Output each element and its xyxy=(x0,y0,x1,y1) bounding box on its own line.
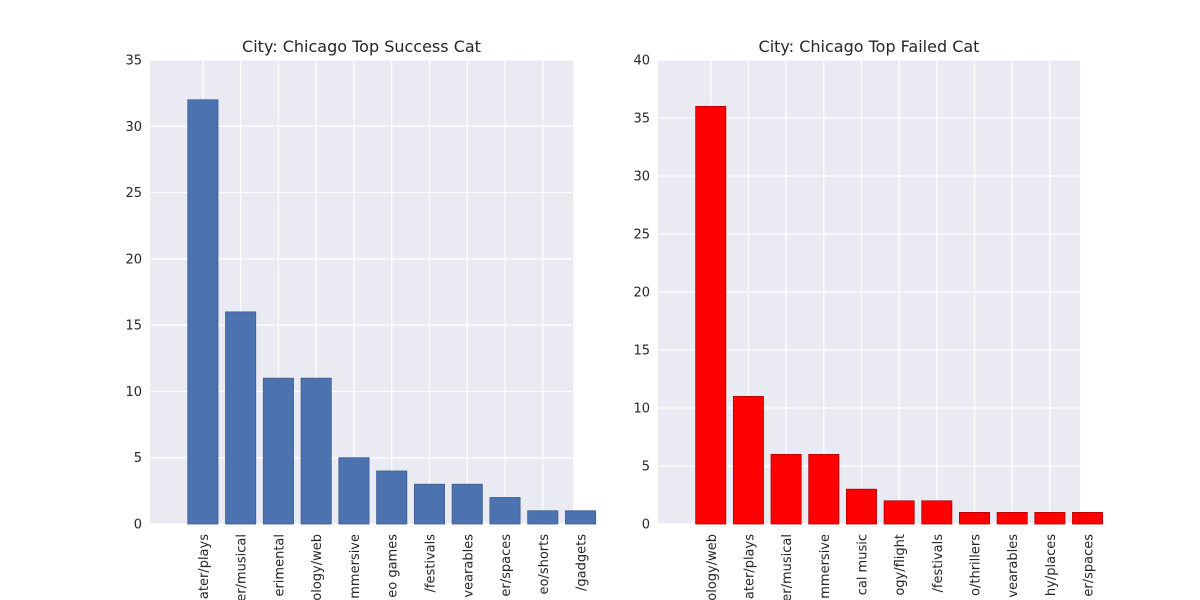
plot-area xyxy=(150,60,573,524)
bar-technology-flight xyxy=(883,500,915,525)
x-tick-label: /festivals xyxy=(931,534,946,593)
y-tick-label: 20 xyxy=(125,252,142,267)
x-tick-label: ology/web xyxy=(310,534,325,600)
y-tick-label: 20 xyxy=(633,286,650,301)
y-tick-label: 0 xyxy=(642,518,650,533)
y-tick-label: 10 xyxy=(633,402,650,417)
x-tick-label: vearables xyxy=(461,534,476,598)
bar-theater-immersive xyxy=(808,453,840,525)
chart-panel-2: 0 5 10 15 20 25 30 35 40 ology/web ater/plays er/mu… xyxy=(633,37,1104,600)
x-tick-label: /festivals xyxy=(423,534,438,593)
bar-games-video-games xyxy=(376,470,408,525)
bar-technology-wearables xyxy=(451,483,483,525)
bar-technology-wearables xyxy=(996,512,1028,525)
x-tick-label: er/musical xyxy=(235,534,250,600)
x-tick-label: ogy/flight xyxy=(893,534,908,596)
x-tick-label: ater/plays xyxy=(742,534,757,599)
chart-title: City: Chicago Top Failed Cat xyxy=(759,37,980,56)
y-tick-label: 10 xyxy=(125,385,142,400)
x-tick-label: er/spaces xyxy=(1082,534,1097,597)
bar-technology-web xyxy=(695,106,727,525)
bar-music-experimental xyxy=(262,377,294,525)
bar-film-video-shorts xyxy=(527,510,559,525)
x-tick-label: /gadgets xyxy=(575,534,590,591)
y-tick-label: 5 xyxy=(642,460,650,475)
x-tick-label: er/spaces xyxy=(499,534,514,597)
y-tick-label: 40 xyxy=(633,54,650,69)
x-tick-label: ater/plays xyxy=(197,534,212,599)
x-tick-label: eo/shorts xyxy=(537,534,552,595)
x-tick-label: eo games xyxy=(386,534,401,598)
y-tick-label: 0 xyxy=(134,518,142,533)
x-tick-label: cal music xyxy=(855,534,870,595)
y-tick-label: 30 xyxy=(633,170,650,185)
bar-film-video-thrillers xyxy=(959,512,990,525)
bar-theater-plays xyxy=(187,99,219,525)
bar-theater-spaces xyxy=(489,497,521,525)
chart-title: City: Chicago Top Success Cat xyxy=(242,37,481,56)
bar-film-video-festivals xyxy=(921,500,953,525)
bar-photography-places xyxy=(1034,512,1066,525)
x-tick-label: erimental xyxy=(272,534,287,597)
y-tick-label: 30 xyxy=(125,120,142,135)
x-tick-label: er/musical xyxy=(780,534,795,600)
x-tick-label: mmersive xyxy=(818,534,833,599)
x-tick-label: mmersive xyxy=(348,534,363,599)
y-tick-label: 15 xyxy=(125,319,142,334)
bar-film-video-festivals xyxy=(413,483,445,525)
y-tick-label: 5 xyxy=(134,451,142,466)
bar-theater-musical xyxy=(225,311,257,525)
x-tick-label: vearables xyxy=(1006,534,1021,598)
x-tick-label: ology/web xyxy=(705,534,720,600)
bar-theater-immersive xyxy=(338,457,370,525)
y-tick-label: 35 xyxy=(125,54,142,69)
bar-theater-spaces xyxy=(1072,512,1104,525)
y-tick-label: 35 xyxy=(633,112,650,127)
bar-theater-plays xyxy=(732,395,764,525)
bar-theater-musical xyxy=(770,453,802,525)
bar-technology-gadgets xyxy=(565,510,597,525)
y-tick-label: 15 xyxy=(633,344,650,359)
y-tick-label: 25 xyxy=(125,186,142,201)
bar-technology-web xyxy=(300,377,332,525)
chart-panel-1: 0 5 10 15 20 25 30 35 ater/plays er/musical erimen… xyxy=(125,37,597,600)
bar-music-classical-music xyxy=(845,488,877,525)
x-tick-label: hy/places xyxy=(1044,534,1059,596)
x-tick-label: o/thrillers xyxy=(969,534,984,596)
y-tick-label: 25 xyxy=(633,228,650,243)
